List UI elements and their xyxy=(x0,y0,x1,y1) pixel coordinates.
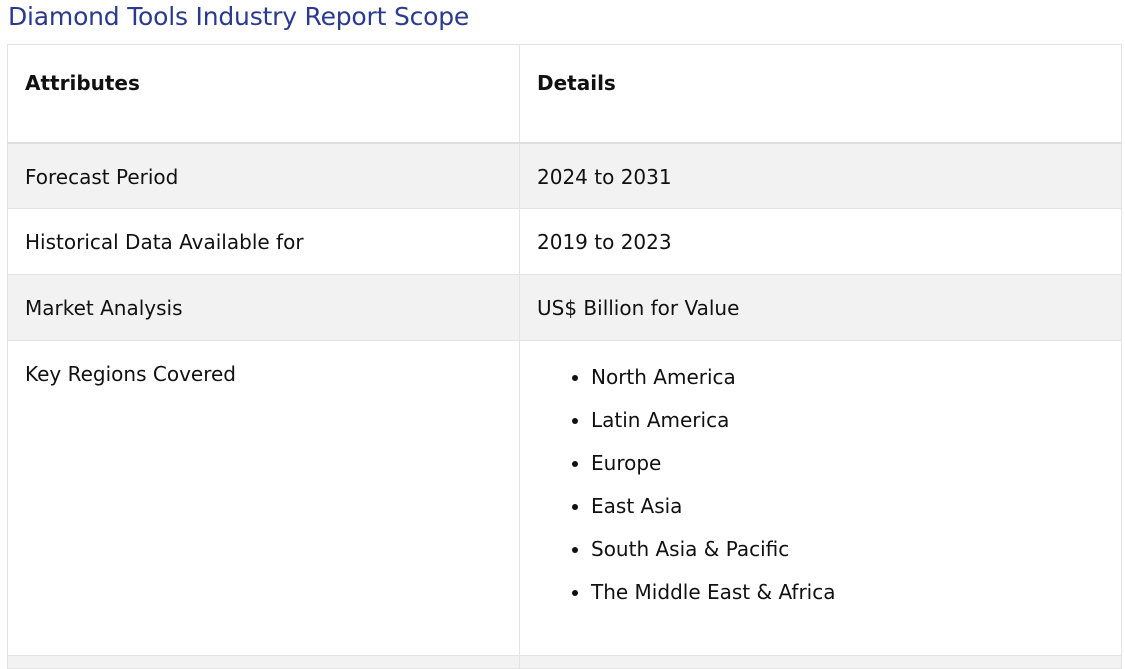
table-row: Market Analysis US$ Billion for Value xyxy=(7,274,1122,341)
list-item: Latin America xyxy=(591,409,1104,452)
attribute-cell: Market Analysis xyxy=(7,274,520,341)
list-item: Europe xyxy=(591,452,1104,495)
partial-cell xyxy=(7,655,520,669)
attribute-cell: Forecast Period xyxy=(7,141,520,209)
table-row: Forecast Period 2024 to 2031 xyxy=(7,141,1122,209)
table-row-partial xyxy=(7,655,1122,669)
table-header-row: Attributes Details xyxy=(7,44,1122,143)
header-details: Details xyxy=(519,44,1122,143)
list-item: East Asia xyxy=(591,495,1104,538)
table-row-regions: Key Regions Covered North America Latin … xyxy=(7,340,1122,656)
header-attributes: Attributes xyxy=(7,44,520,143)
page-title: Diamond Tools Industry Report Scope xyxy=(8,2,470,31)
list-item: North America xyxy=(591,366,1104,409)
report-scope-table: Attributes Details Forecast Period 2024 … xyxy=(7,44,1122,669)
attribute-cell: Key Regions Covered xyxy=(7,340,520,656)
detail-cell: 2024 to 2031 xyxy=(519,141,1122,209)
attribute-cell: Historical Data Available for xyxy=(7,208,520,275)
detail-cell: 2019 to 2023 xyxy=(519,208,1122,275)
detail-cell: US$ Billion for Value xyxy=(519,274,1122,341)
list-item: The Middle East & Africa xyxy=(591,581,1104,624)
list-item: South Asia & Pacific xyxy=(591,538,1104,581)
region-list: North America Latin America Europe East … xyxy=(537,366,1104,624)
table-row: Historical Data Available for 2019 to 20… xyxy=(7,208,1122,275)
regions-cell: North America Latin America Europe East … xyxy=(519,340,1122,656)
partial-cell xyxy=(519,655,1122,669)
